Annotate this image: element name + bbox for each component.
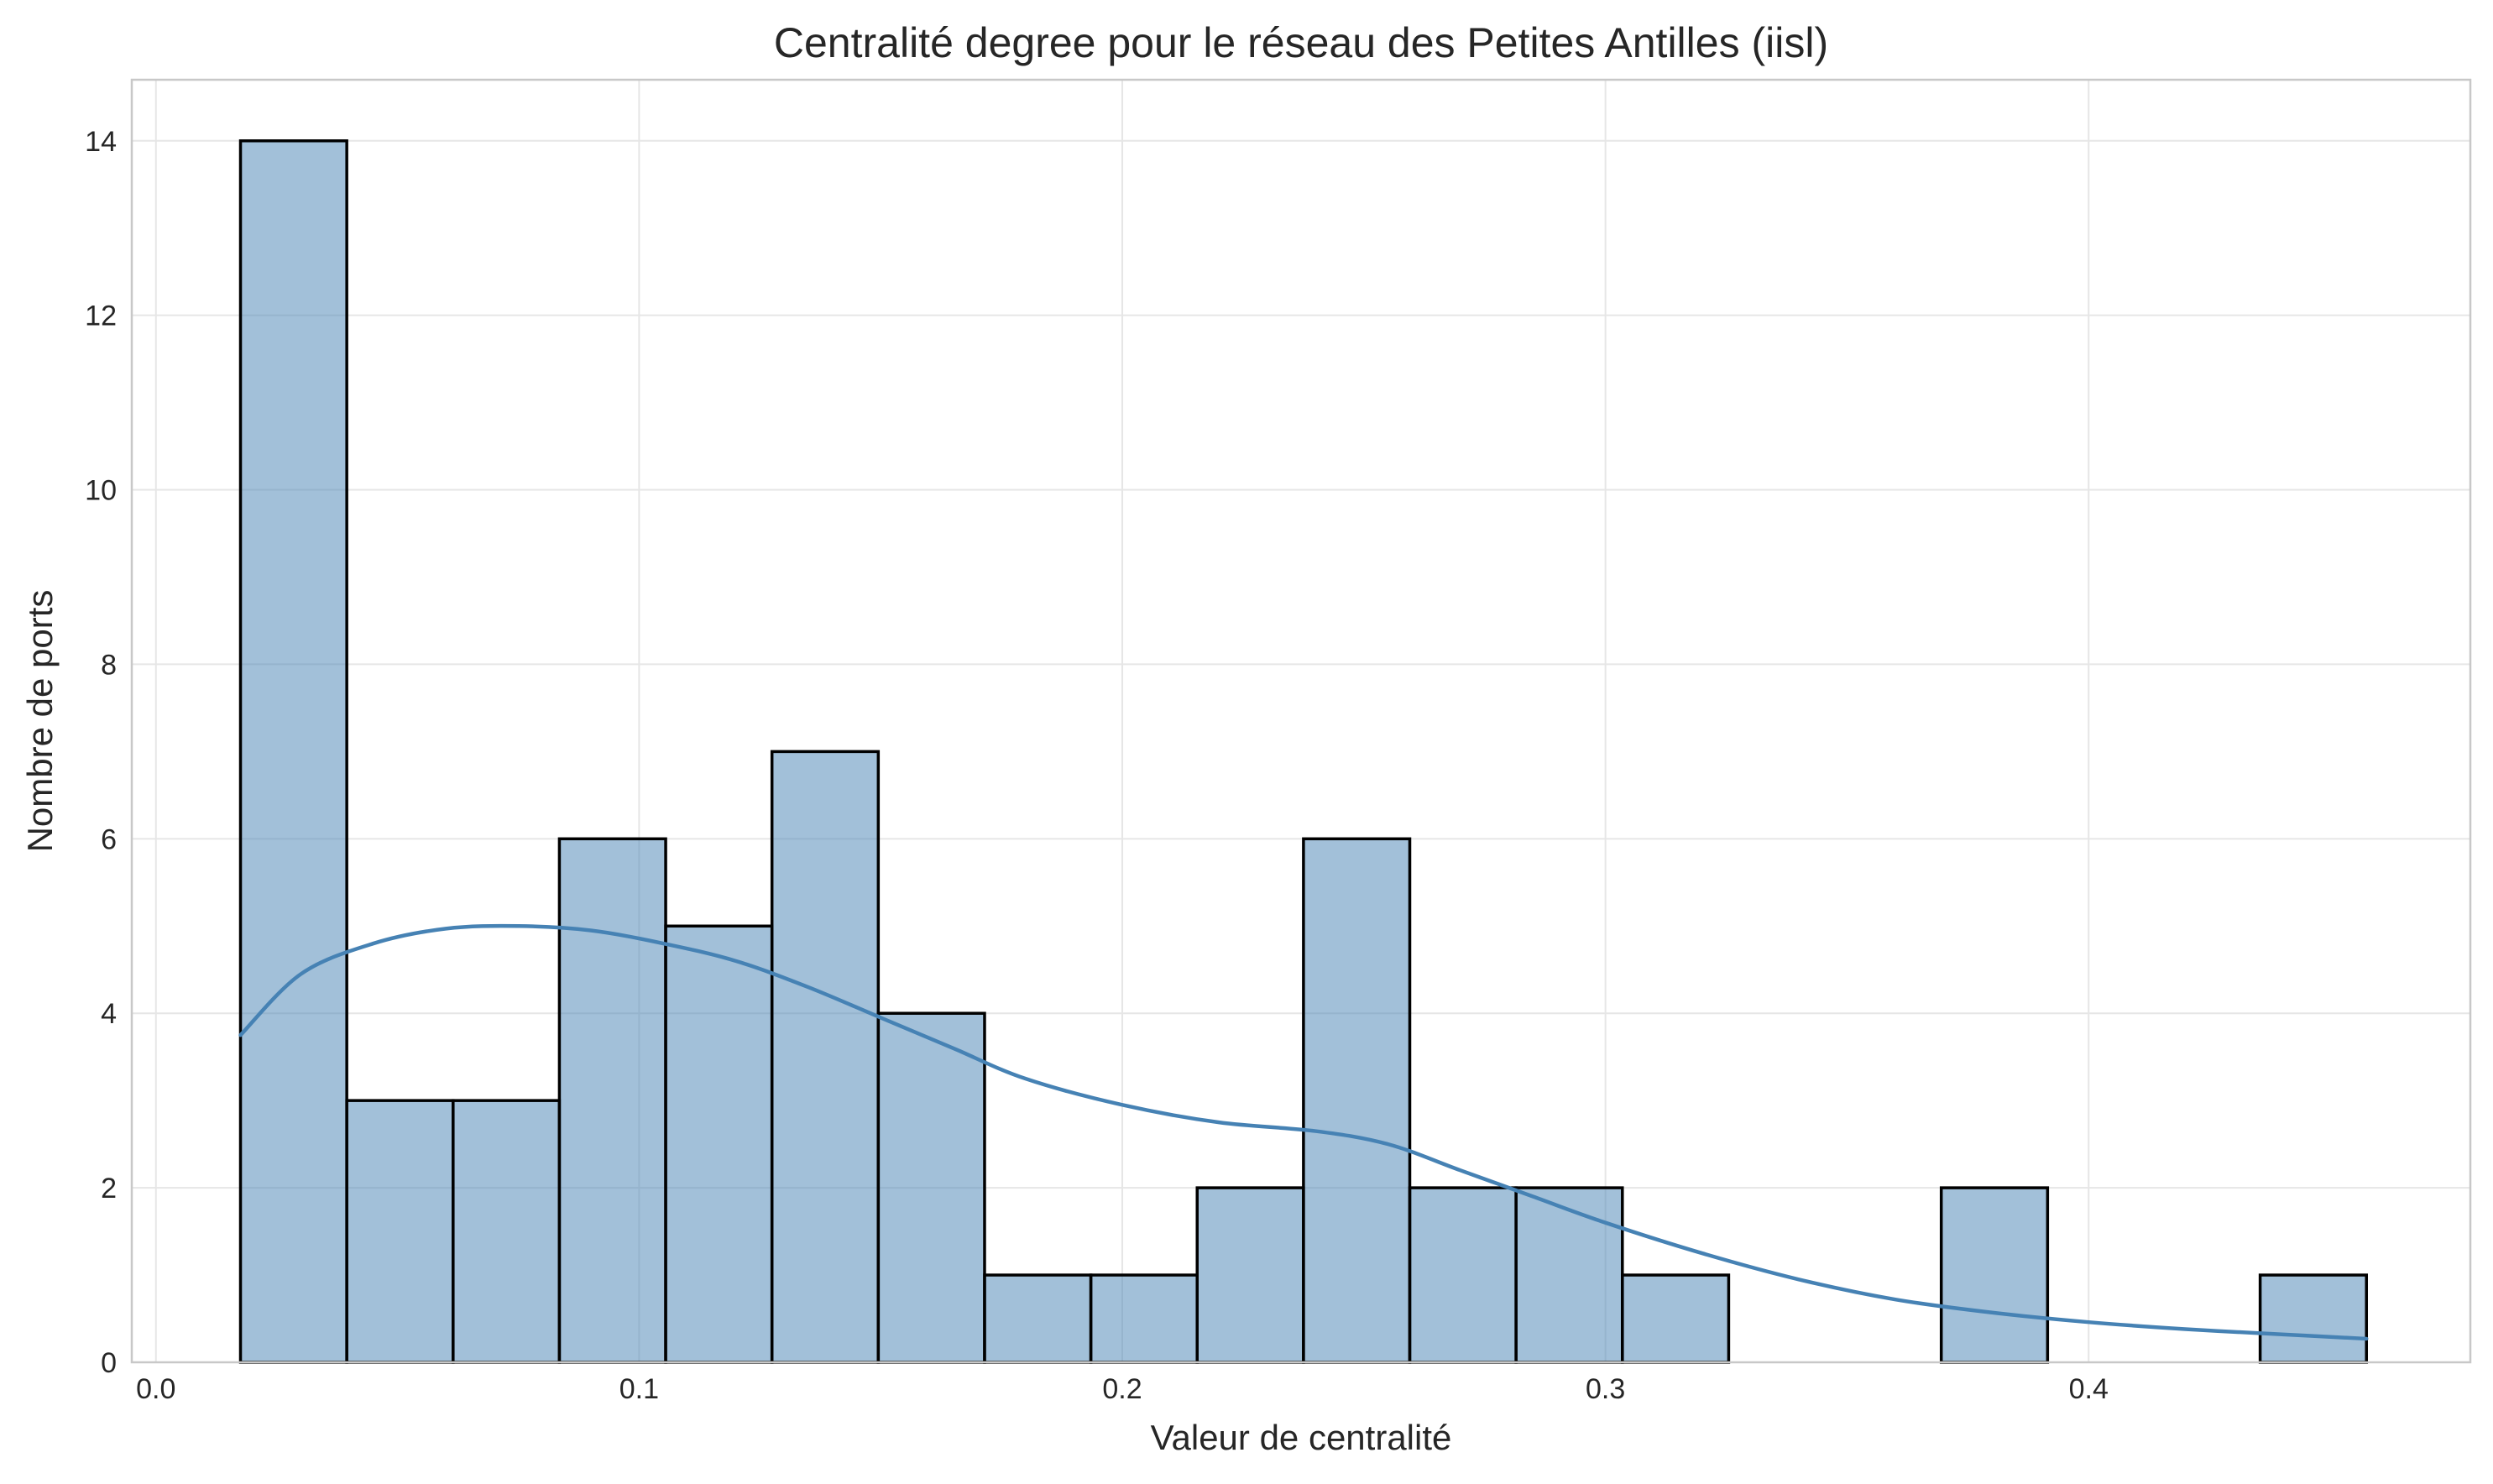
y-tick-label: 0 <box>101 1347 117 1379</box>
histogram-bar <box>345 1099 455 1364</box>
histogram-bar <box>1408 1186 1518 1364</box>
x-tick-label: 0.1 <box>619 1373 659 1405</box>
x-tick-label: 0.2 <box>1102 1373 1142 1405</box>
y-tick-label: 8 <box>101 649 117 681</box>
axes-frame <box>130 78 2472 1364</box>
kde-density-curve <box>238 923 2369 1341</box>
histogram-bar <box>1195 1186 1305 1364</box>
y-tick-label: 12 <box>85 300 117 332</box>
histogram-bar <box>1089 1273 1199 1364</box>
histogram-bar <box>770 750 881 1364</box>
chart-title: Centralité degree pour le réseau des Pet… <box>774 19 1828 66</box>
histogram-bar <box>238 139 348 1364</box>
x-tick-label: 0.0 <box>136 1373 175 1405</box>
histogram-bars <box>238 139 2368 1364</box>
histogram-bar <box>983 1273 1093 1364</box>
y-tick-label: 10 <box>85 475 117 507</box>
histogram-bar <box>664 924 774 1364</box>
y-axis-label: Nombre de ports <box>20 590 60 853</box>
histogram-bar <box>452 1099 562 1364</box>
y-tick-label: 4 <box>101 998 117 1030</box>
x-axis-label: Valeur de centralité <box>1151 1418 1452 1457</box>
histogram-bar <box>1939 1186 2050 1364</box>
y-tick-label: 14 <box>85 126 117 158</box>
histogram-bar <box>876 1011 986 1364</box>
y-tick-label: 6 <box>101 823 117 855</box>
y-axis-ticks: 0 2 4 6 8 10 12 14 <box>85 126 117 1379</box>
histogram-bar <box>1514 1186 1624 1364</box>
histogram-bar <box>2258 1273 2368 1364</box>
x-tick-label: 0.3 <box>1586 1373 1625 1405</box>
y-tick-label: 2 <box>101 1173 117 1204</box>
histogram-bar <box>1621 1273 1731 1364</box>
histogram-bar <box>557 837 667 1364</box>
x-axis-ticks: 0.0 0.1 0.2 0.3 0.4 <box>136 1373 2109 1405</box>
histogram-bar <box>1302 837 1412 1364</box>
x-tick-label: 0.4 <box>2069 1373 2109 1405</box>
